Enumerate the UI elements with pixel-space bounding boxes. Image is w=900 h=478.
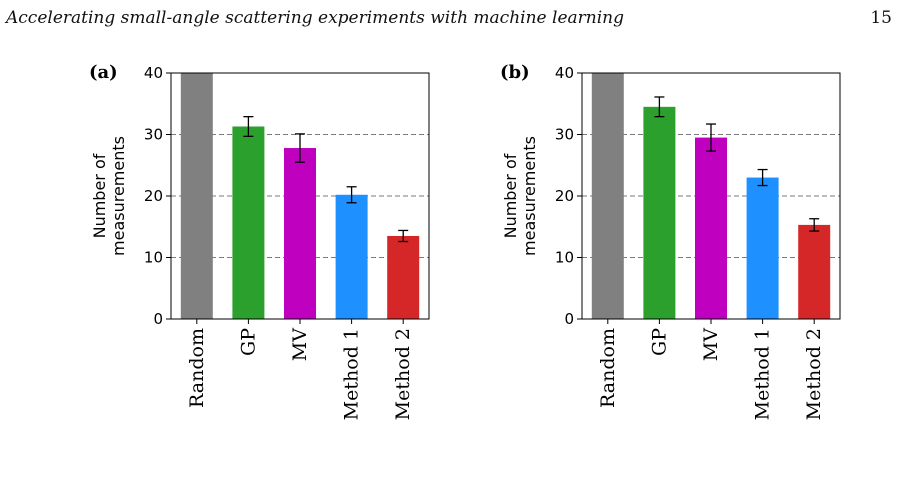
x-tick-label: GP bbox=[237, 328, 259, 356]
page-header: Accelerating small-angle scattering expe… bbox=[6, 6, 892, 32]
chart-panel-a: Random GP MV Method 1 Method 2 0 10 20 30 40 Numbe… bbox=[89, 62, 430, 420]
y-tick-label: 30 bbox=[144, 126, 163, 144]
panel-label: (b) bbox=[500, 62, 530, 83]
bar bbox=[232, 126, 265, 319]
y-axis-label-line: Number of bbox=[501, 153, 520, 238]
bar bbox=[695, 137, 727, 319]
figure: Random GP MV Method 1 Method 2 0 10 20 30 40 Numbe… bbox=[89, 62, 841, 420]
x-tick-label: Method 2 bbox=[803, 328, 825, 420]
page-number: 15 bbox=[870, 8, 892, 28]
bar bbox=[643, 106, 676, 319]
bar bbox=[798, 224, 831, 319]
y-axis-label: Number ofmeasurements bbox=[501, 136, 539, 256]
y-axis-label-line: measurements bbox=[520, 136, 539, 256]
y-tick-label: 20 bbox=[555, 187, 574, 205]
y-tick-label: 10 bbox=[144, 249, 163, 267]
running-title: Accelerating small-angle scattering expe… bbox=[6, 8, 624, 28]
y-axis-label: Number ofmeasurements bbox=[90, 136, 128, 256]
x-tick-label: Method 2 bbox=[392, 328, 414, 420]
bar bbox=[746, 177, 779, 319]
bar bbox=[387, 235, 420, 319]
x-tick-label: Method 1 bbox=[341, 328, 363, 420]
y-tick-label: 10 bbox=[555, 249, 574, 267]
y-tick-label: 40 bbox=[144, 64, 163, 82]
y-tick-label: 30 bbox=[555, 126, 574, 144]
chart-panel-b: Random GP MV Method 1 Method 2 0 10 20 30 40 Numbe… bbox=[500, 62, 841, 420]
y-tick-label: 0 bbox=[153, 310, 163, 328]
bar bbox=[591, 73, 624, 319]
x-tick-label: MV bbox=[289, 328, 311, 361]
y-axis-label-line: Number of bbox=[90, 153, 109, 238]
y-tick-label: 0 bbox=[564, 310, 574, 328]
x-tick-label: Random bbox=[186, 328, 208, 408]
x-tick-label: MV bbox=[700, 328, 722, 361]
x-tick-label: Random bbox=[597, 328, 619, 408]
panel-label: (a) bbox=[89, 62, 118, 83]
y-tick-label: 20 bbox=[144, 187, 163, 205]
bar bbox=[335, 194, 368, 319]
bar bbox=[180, 73, 213, 319]
x-tick-label: GP bbox=[648, 328, 670, 356]
x-tick-label: Method 1 bbox=[752, 328, 774, 420]
y-axis-label-line: measurements bbox=[109, 136, 128, 256]
bar bbox=[284, 148, 316, 319]
y-tick-label: 40 bbox=[555, 64, 574, 82]
